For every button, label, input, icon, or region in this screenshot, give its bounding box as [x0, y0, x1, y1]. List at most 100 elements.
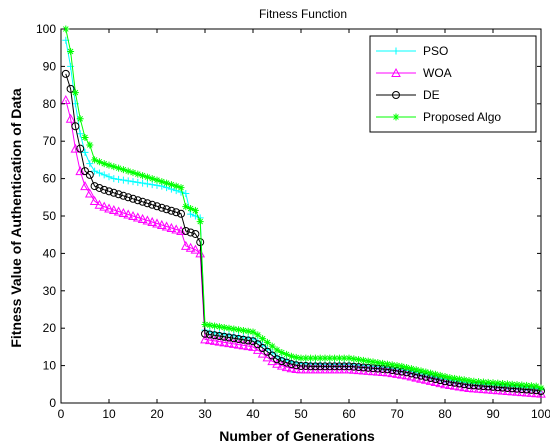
data-point-proposed-algo: [263, 338, 271, 346]
data-point-proposed-algo: [100, 160, 108, 168]
data-point-proposed-algo: [508, 380, 516, 388]
data-point-de: [71, 122, 80, 131]
data-point-pso: [105, 173, 113, 181]
data-point-de: [234, 335, 243, 344]
data-point-proposed-algo: [254, 331, 262, 339]
data-point-proposed-algo: [470, 377, 478, 385]
data-point-de: [100, 185, 109, 194]
data-point-proposed-algo: [350, 355, 358, 363]
data-point-de: [330, 362, 339, 371]
data-point-de: [292, 361, 301, 370]
data-point-de: [129, 194, 137, 203]
data-point-proposed-algo: [436, 371, 444, 379]
data-point-de: [162, 205, 171, 214]
data-point-woa: [65, 113, 76, 123]
data-point-proposed-algo: [518, 381, 526, 389]
data-point-proposed-algo: [268, 342, 276, 350]
data-point-woa: [113, 206, 124, 216]
data-point-proposed-algo: [259, 335, 267, 343]
data-point-proposed-algo: [316, 354, 324, 362]
y-tick-label: 90: [43, 59, 57, 73]
x-tick-label: 70: [390, 407, 404, 421]
data-point-pso: [91, 167, 99, 175]
y-tick-label: 20: [43, 321, 57, 335]
data-point-de: [191, 229, 200, 238]
data-point-proposed-algo: [115, 164, 123, 172]
data-point-proposed-algo: [537, 384, 545, 392]
data-point-de: [311, 362, 320, 371]
data-point-de: [210, 331, 219, 340]
data-point-proposed-algo: [239, 326, 247, 334]
data-point-woa: [214, 336, 225, 346]
x-tick-label: 90: [486, 407, 500, 421]
data-point-pso: [67, 62, 75, 70]
data-point-de: [95, 183, 104, 192]
data-point-de: [215, 332, 224, 341]
data-point-woa: [166, 222, 177, 232]
data-point-proposed-algo: [527, 382, 535, 390]
data-point-de: [90, 182, 99, 191]
data-point-de: [229, 334, 238, 343]
data-point-woa: [176, 225, 186, 235]
data-point-proposed-algo: [479, 378, 487, 386]
data-point-proposed-algo: [249, 328, 257, 336]
data-point-de: [301, 361, 310, 370]
y-tick-label: 80: [43, 97, 57, 111]
data-point-woa: [84, 188, 95, 198]
data-point-woa: [185, 242, 196, 252]
data-point-proposed-algo: [211, 322, 219, 330]
data-point-proposed-algo: [513, 381, 521, 389]
data-point-pso: [76, 130, 84, 138]
data-point-proposed-algo: [220, 323, 228, 331]
data-point-de: [61, 69, 70, 78]
data-point-proposed-algo: [244, 327, 252, 335]
data-point-woa: [233, 339, 244, 349]
data-point-proposed-algo: [148, 175, 156, 183]
data-point-woa: [118, 207, 129, 218]
data-point-pso: [115, 175, 123, 183]
x-tick-label: 30: [198, 407, 212, 421]
data-point-proposed-algo: [119, 166, 127, 174]
data-point-proposed-algo: [427, 369, 435, 377]
data-point-woa: [161, 221, 172, 231]
data-point-woa: [195, 248, 206, 258]
data-point-proposed-algo: [215, 323, 223, 331]
data-point-proposed-algo: [235, 326, 243, 334]
data-point-woa: [243, 341, 254, 351]
data-point-proposed-algo: [355, 356, 363, 364]
data-point-proposed-algo: [503, 380, 511, 388]
legend-swatch-marker: [391, 67, 401, 77]
x-tick-label: 0: [58, 407, 65, 421]
data-point-proposed-algo: [326, 354, 334, 362]
data-point-de: [157, 203, 166, 212]
data-point-pso: [143, 180, 151, 188]
data-point-woa: [228, 338, 239, 348]
data-point-proposed-algo: [283, 350, 291, 358]
data-point-proposed-algo: [451, 374, 459, 382]
data-point-de: [85, 170, 94, 179]
data-point-proposed-algo: [273, 346, 281, 354]
data-point-de: [143, 199, 152, 208]
data-point-proposed-algo: [412, 366, 420, 374]
data-point-proposed-algo: [158, 178, 166, 186]
data-point-woa: [190, 244, 201, 254]
data-point-proposed-algo: [153, 176, 161, 184]
data-point-proposed-algo: [95, 158, 103, 166]
legend-item-pso: PSO: [376, 44, 448, 58]
data-point-proposed-algo: [129, 169, 137, 177]
data-point-de: [196, 238, 205, 247]
y-tick-label: 100: [36, 22, 56, 36]
y-tick-label: 10: [43, 359, 57, 373]
data-point-woa: [70, 143, 81, 153]
data-point-proposed-algo: [369, 358, 377, 366]
data-point-pso: [110, 175, 118, 183]
data-point-de: [345, 362, 353, 371]
data-point-de: [201, 329, 209, 338]
data-point-proposed-algo: [76, 115, 84, 123]
data-point-proposed-algo: [225, 324, 233, 332]
data-point-proposed-algo: [191, 206, 199, 214]
data-point-woa: [108, 204, 119, 215]
data-point-proposed-algo: [182, 203, 190, 211]
data-point-de: [114, 190, 123, 199]
data-point-de: [66, 84, 75, 93]
